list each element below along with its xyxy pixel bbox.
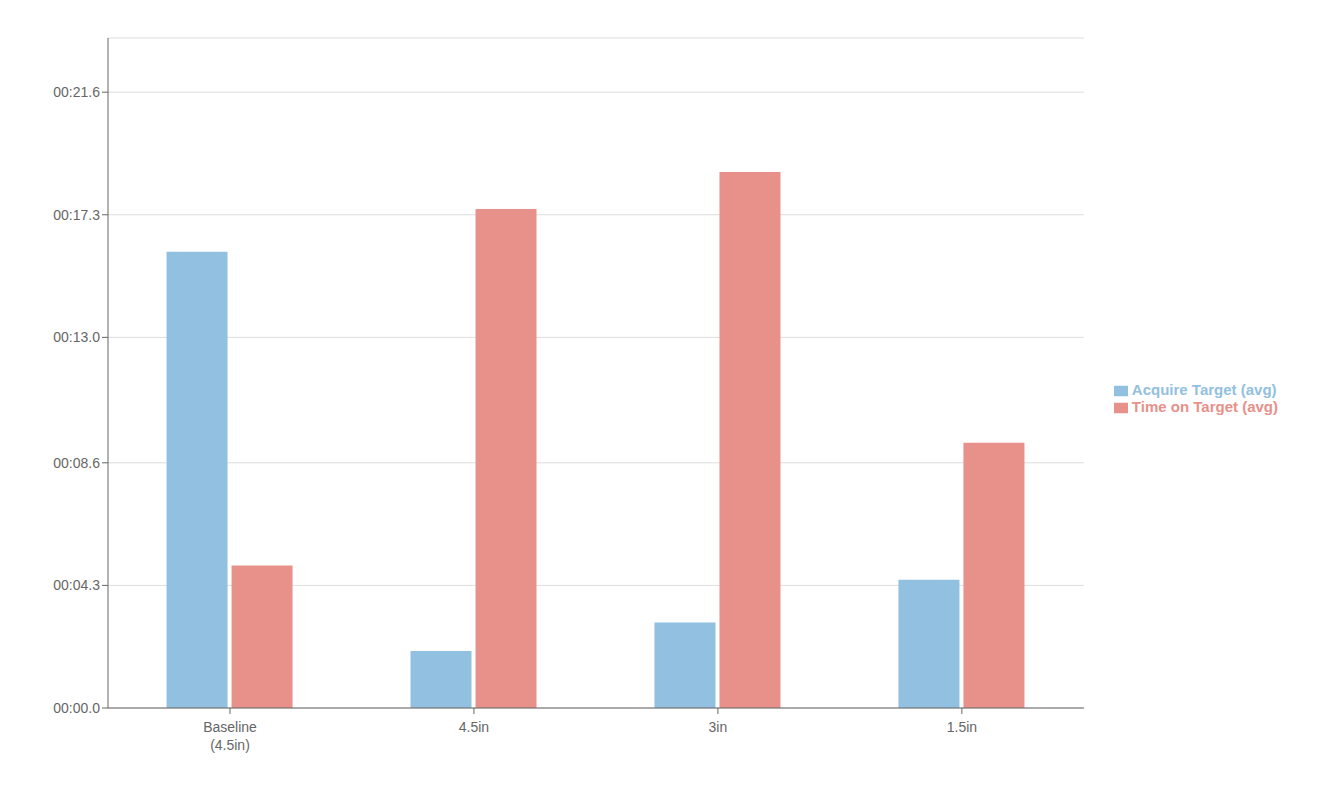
svg-text:Baseline(4.5in): Baseline(4.5in) bbox=[203, 719, 257, 753]
svg-text:00:08.6: 00:08.6 bbox=[53, 455, 100, 471]
svg-text:3in: 3in bbox=[709, 719, 728, 735]
html-text:Acquire Target (avg): Acquire Target (avg) bbox=[1131, 381, 1277, 398]
svg-text:4.5in: 4.5in bbox=[459, 719, 489, 735]
svg-text:1.5in: 1.5in bbox=[947, 719, 977, 735]
svg-text:00:17.3: 00:17.3 bbox=[53, 207, 100, 223]
svg-text:00:04.3: 00:04.3 bbox=[53, 577, 100, 593]
svg-text:00:21.6: 00:21.6 bbox=[53, 84, 100, 100]
svg-text:00:00.0: 00:00.0 bbox=[53, 700, 100, 716]
html-text:Time on Target (avg): Time on Target (avg) bbox=[1131, 398, 1278, 415]
svg-text:00:13.0: 00:13.0 bbox=[53, 329, 100, 345]
